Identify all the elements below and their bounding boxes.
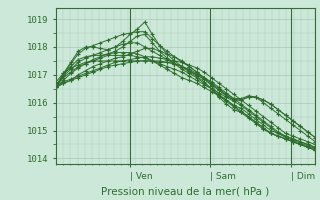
X-axis label: Pression niveau de la mer( hPa ): Pression niveau de la mer( hPa ) <box>101 186 270 196</box>
